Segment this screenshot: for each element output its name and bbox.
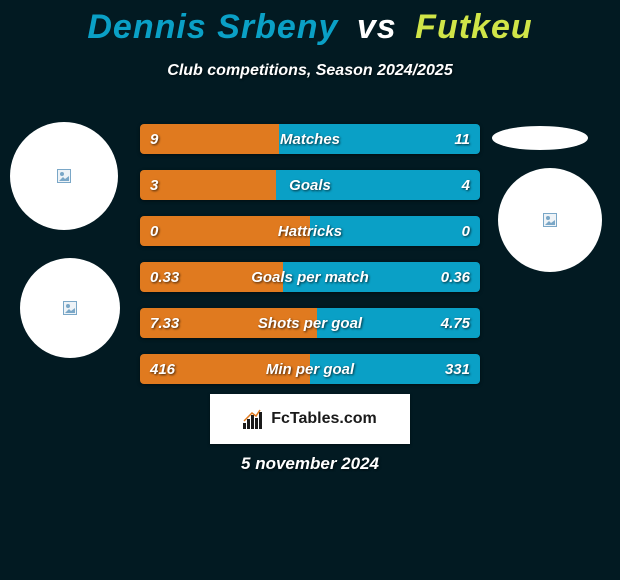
stat-row: 0.330.36Goals per match	[140, 262, 480, 292]
stat-row: 911Matches	[140, 124, 480, 154]
title-vs: vs	[357, 8, 397, 46]
stat-label: Goals	[140, 170, 480, 200]
stat-row: 7.334.75Shots per goal	[140, 308, 480, 338]
stat-label: Shots per goal	[140, 308, 480, 338]
page-title: Dennis Srbeny vs Futkeu	[0, 8, 620, 47]
image-placeholder-icon	[57, 169, 71, 183]
stat-label: Min per goal	[140, 354, 480, 384]
stat-row: 00Hattricks	[140, 216, 480, 246]
comparison-bars: 911Matches 34Goals 00Hattricks 0.330.36Goal…	[140, 124, 480, 400]
player1-photo-top	[10, 122, 118, 230]
title-player1: Dennis Srbeny	[87, 8, 338, 46]
date-label: 5 november 2024	[0, 454, 620, 474]
stat-row: 34Goals	[140, 170, 480, 200]
stat-label: Hattricks	[140, 216, 480, 246]
fctables-logo-icon	[243, 409, 265, 429]
stat-label: Matches	[140, 124, 480, 154]
subtitle: Club competitions, Season 2024/2025	[0, 62, 620, 80]
image-placeholder-icon	[543, 213, 557, 227]
player2-photo-mid	[498, 168, 602, 272]
image-placeholder-icon	[63, 301, 77, 315]
stat-label: Goals per match	[140, 262, 480, 292]
player1-photo-bottom	[20, 258, 120, 358]
fctables-text: FcTables.com	[271, 410, 377, 428]
stat-row: 416331Min per goal	[140, 354, 480, 384]
title-player2: Futkeu	[415, 8, 532, 46]
fctables-badge: FcTables.com	[210, 394, 410, 444]
player2-photo-ellipse	[492, 126, 588, 150]
